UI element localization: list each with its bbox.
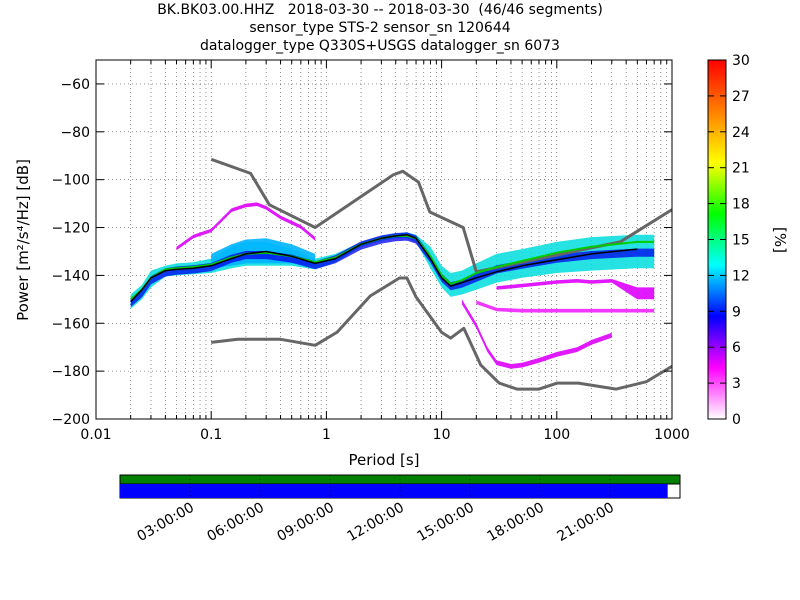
median-line: [130, 233, 638, 303]
colorbar-tick-label: 21: [732, 161, 750, 177]
colorbar-tick-label: 0: [732, 412, 741, 428]
colorbar-tick-label: 27: [732, 89, 750, 105]
timeline-coverage-bar: [120, 484, 668, 498]
y-tick-label: −200: [52, 412, 90, 428]
colorbar-tick-label: 30: [732, 53, 750, 69]
colorbar-tick-label: 3: [732, 376, 741, 392]
colorbar-tick-label: 15: [732, 233, 750, 249]
colorbar-tick-label: 18: [732, 197, 750, 213]
y-tick-label: −120: [52, 221, 90, 237]
colorbar-ticks: 0 3 6 9 12 15 18 21 24 27 30: [708, 53, 750, 428]
data-timeline: 03:00:00 06:00:00 09:00:00 12:00:00 15:00:00…: [119, 474, 681, 545]
colorbar-tick-label: 9: [732, 304, 741, 320]
colorbar-tick-label: 24: [732, 125, 750, 141]
chart-title-line-2: sensor_type STS-2 sensor_sn 120644: [249, 20, 511, 36]
y-tick-label: −100: [52, 173, 90, 189]
x-tick-label: 1: [322, 427, 331, 443]
noise-model-low-line: [211, 276, 672, 391]
statistic-lines: [130, 233, 655, 303]
density-band-low-excursion: [461, 299, 612, 369]
axis-ticks: 0.01 0.1 1 10 100 1000 −60 −80 −100 −120 −140 −160 −…: [52, 60, 690, 443]
x-tick-label: 0.01: [80, 427, 111, 443]
x-tick-label: 0.1: [200, 427, 222, 443]
chart-title-line-3: datalogger_type Q330S+USGS datalogger_sn…: [200, 38, 560, 54]
colorbar-label: [%]: [771, 227, 789, 253]
colorbar-tick-label: 12: [732, 268, 750, 284]
timeline-tick-label: 18:00:00: [485, 500, 547, 545]
density-band-mid-excursion: [476, 300, 655, 313]
plot-frame: [95, 59, 673, 420]
timeline-tick-label: 03:00:00: [135, 500, 197, 545]
x-tick-label: 100: [543, 427, 570, 443]
y-tick-label: −60: [60, 77, 90, 93]
y-tick-label: −160: [52, 316, 90, 332]
density-band-core: [130, 232, 655, 307]
x-tick-label: 10: [433, 427, 451, 443]
colorbar-tick-label: 6: [732, 340, 741, 356]
x-axis-label: Period [s]: [348, 451, 419, 469]
timeline-tick-label: 15:00:00: [415, 500, 477, 545]
y-axis-label: Power [m²/s⁴/Hz] [dB]: [14, 159, 32, 321]
timeline-tick-label: 21:00:00: [555, 500, 617, 545]
timeline-tick-label: 06:00:00: [205, 500, 267, 545]
x-tick-label: 1000: [654, 427, 690, 443]
timeline-tick-label: 12:00:00: [345, 500, 407, 545]
chart-title-line-1: BK.BK03.00.HHZ 2018-03-30 -- 2018-03-30 …: [157, 2, 603, 18]
timeline-tick-label: 09:00:00: [275, 500, 337, 545]
y-tick-label: −140: [52, 268, 90, 284]
y-tick-label: −180: [52, 364, 90, 380]
y-tick-label: −80: [60, 125, 90, 141]
density-band-step-excursion: [496, 279, 655, 300]
